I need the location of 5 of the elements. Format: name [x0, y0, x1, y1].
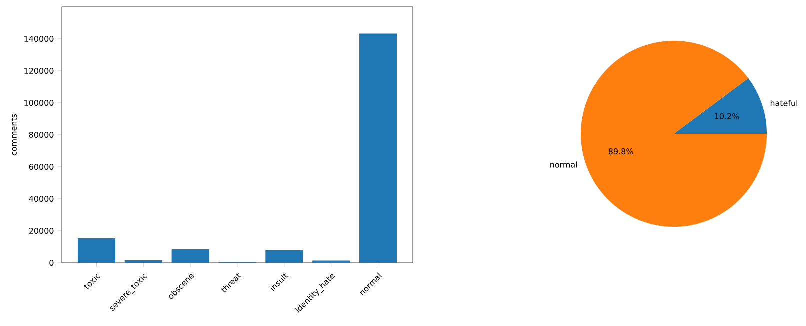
- bar: [360, 34, 398, 263]
- bar: [266, 250, 304, 263]
- bar: [172, 250, 210, 263]
- bar: [124, 260, 162, 263]
- bar: [78, 238, 116, 263]
